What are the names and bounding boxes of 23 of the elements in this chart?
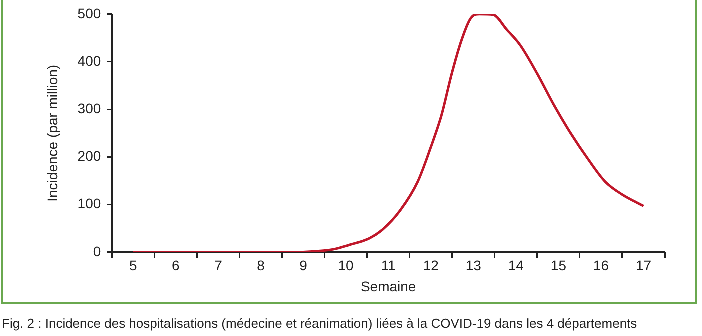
line-series: [132, 14, 645, 252]
y-tick-label: 500: [78, 5, 102, 22]
x-tick-label: 8: [257, 258, 266, 274]
x-tick-label: 13: [466, 258, 482, 274]
x-tick-label: 5: [130, 258, 138, 274]
x-tick-label: 14: [508, 258, 524, 274]
x-tick-label: 6: [172, 258, 180, 274]
y-axis-title: Incidence (par million): [44, 64, 60, 202]
y-tick-label: 300: [78, 100, 102, 116]
x-tick-label: 7: [214, 258, 223, 274]
y-tick-label: 100: [78, 196, 102, 212]
x-tick-label: 12: [423, 258, 440, 274]
caption: Fig. 2 : Incidence des hospitalisations (médecine et réanimation) liées à la COVID-19 dans les 4 départements: [2, 316, 638, 331]
y-tick-label: 200: [78, 148, 102, 164]
x-tick-label: 16: [593, 258, 610, 274]
x-tick-label: 11: [381, 258, 396, 274]
x-tick-label: 10: [338, 258, 354, 274]
x-tick-label: 9: [300, 258, 308, 274]
x-tick-label: 15: [550, 258, 567, 274]
x-tick-label: 17: [636, 258, 652, 274]
y-tick-label: 400: [78, 52, 102, 69]
y-tick-label: 0: [93, 243, 102, 260]
x-axis-title: Semaine: [360, 278, 416, 294]
